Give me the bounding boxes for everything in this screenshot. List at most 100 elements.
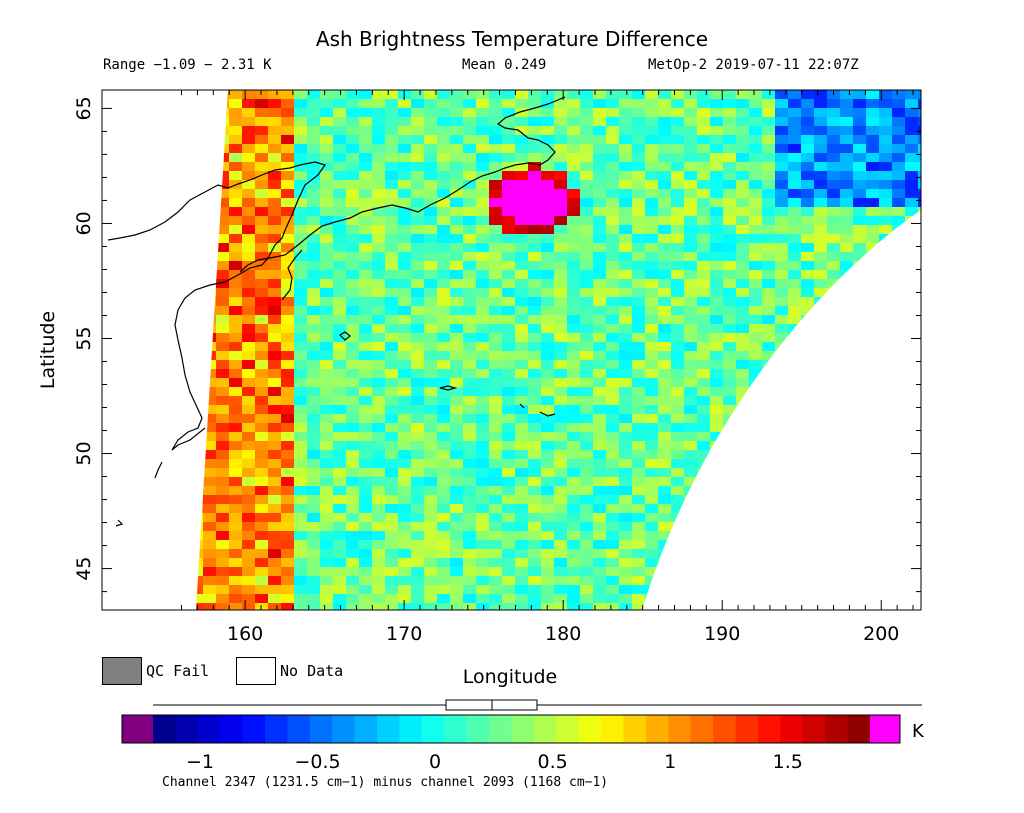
- heatmap-cell: [476, 99, 490, 109]
- heatmap-cell: [762, 495, 776, 505]
- heatmap-cell: [528, 486, 542, 496]
- heatmap-cell: [814, 378, 828, 388]
- heatmap-cell: [619, 567, 633, 577]
- heatmap-cell: [723, 108, 737, 118]
- heatmap-cell: [684, 333, 698, 343]
- heatmap-cell: [788, 333, 802, 343]
- heatmap-cell: [788, 495, 802, 505]
- heatmap-cell: [749, 414, 763, 424]
- heatmap-cell: [593, 486, 607, 496]
- heatmap-cell: [632, 135, 646, 145]
- heatmap-cell: [788, 432, 802, 442]
- heatmap-cell: [697, 342, 711, 352]
- heatmap-cell: [411, 423, 425, 433]
- heatmap-cell: [632, 414, 646, 424]
- heatmap-cell: [541, 324, 555, 334]
- heatmap-cell: [918, 342, 921, 352]
- heatmap-cell: [515, 531, 529, 541]
- heatmap-cell: [307, 594, 321, 604]
- heatmap-cell: [762, 558, 776, 568]
- heatmap-cell: [827, 495, 841, 505]
- heatmap-cell: [294, 171, 308, 181]
- heatmap-cell: [476, 576, 490, 586]
- heatmap-cell: [255, 144, 269, 154]
- heatmap-cell: [671, 324, 685, 334]
- heatmap-cell: [203, 549, 217, 559]
- heatmap-cell: [593, 450, 607, 460]
- heatmap-cell: [710, 540, 724, 550]
- heatmap-cell: [762, 252, 776, 262]
- heatmap-cell: [541, 126, 555, 136]
- heatmap-cell: [645, 495, 659, 505]
- heatmap-cell: [632, 576, 646, 586]
- heatmap-cell: [658, 216, 672, 226]
- heatmap-cell: [346, 135, 360, 145]
- heatmap-cell: [918, 297, 921, 307]
- heatmap-cell: [424, 495, 438, 505]
- heatmap-cell: [645, 432, 659, 442]
- heatmap-cell: [866, 261, 880, 271]
- heatmap-cell: [801, 450, 815, 460]
- heatmap-cell: [268, 297, 282, 307]
- heatmap-cell: [645, 567, 659, 577]
- heatmap-cell: [671, 252, 685, 262]
- heatmap-cell: [658, 180, 672, 190]
- heatmap-cell: [515, 360, 529, 370]
- heatmap-cell: [320, 396, 334, 406]
- heatmap-cell: [788, 369, 802, 379]
- heatmap-cell: [684, 549, 698, 559]
- heatmap-cell: [645, 450, 659, 460]
- heatmap-cell: [476, 486, 490, 496]
- heatmap-cell: [619, 432, 633, 442]
- heatmap-cell: [398, 486, 412, 496]
- heatmap-cell: [723, 342, 737, 352]
- heatmap-cell: [528, 180, 542, 190]
- heatmap-cell: [385, 576, 399, 586]
- heatmap-cell: [450, 351, 464, 361]
- heatmap-cell: [684, 342, 698, 352]
- heatmap-cell: [736, 360, 750, 370]
- heatmap-cell: [359, 369, 373, 379]
- heatmap-cell: [489, 369, 503, 379]
- heatmap-cell: [749, 135, 763, 145]
- heatmap-cell: [398, 162, 412, 172]
- heatmap-cell: [775, 180, 789, 190]
- heatmap-cell: [918, 198, 921, 208]
- heatmap-cell: [632, 450, 646, 460]
- heatmap-cell: [372, 207, 386, 217]
- heatmap-cell: [515, 432, 529, 442]
- heatmap-cell: [424, 603, 438, 610]
- heatmap-cell: [372, 126, 386, 136]
- heatmap-cell: [632, 468, 646, 478]
- heatmap-cell: [723, 504, 737, 514]
- heatmap-cell: [359, 450, 373, 460]
- y-tick-label: 50: [73, 441, 95, 465]
- heatmap-cell: [723, 369, 737, 379]
- heatmap-cell: [515, 189, 529, 199]
- heatmap-cell: [476, 351, 490, 361]
- heatmap-cell: [593, 90, 607, 100]
- heatmap-cell: [502, 495, 516, 505]
- colorbar-segment: [713, 715, 737, 743]
- heatmap-cell: [853, 441, 867, 451]
- heatmap-cell: [580, 90, 594, 100]
- heatmap-cell: [216, 180, 230, 190]
- heatmap-cell: [723, 99, 737, 109]
- heatmap-cell: [619, 153, 633, 163]
- heatmap-cell: [671, 216, 685, 226]
- heatmap-cell: [619, 261, 633, 271]
- heatmap-cell: [567, 216, 581, 226]
- heatmap-cell: [788, 585, 802, 595]
- heatmap-cell: [281, 144, 295, 154]
- heatmap-cell: [320, 261, 334, 271]
- heatmap-cell: [411, 369, 425, 379]
- heatmap-cell: [853, 252, 867, 262]
- heatmap-cell: [307, 117, 321, 127]
- heatmap-cell: [658, 297, 672, 307]
- heatmap-cell: [554, 135, 568, 145]
- heatmap-cell: [203, 135, 217, 145]
- heatmap-cell: [827, 324, 841, 334]
- heatmap-cell: [749, 576, 763, 586]
- heatmap-cell: [866, 108, 880, 118]
- heatmap-cell: [580, 171, 594, 181]
